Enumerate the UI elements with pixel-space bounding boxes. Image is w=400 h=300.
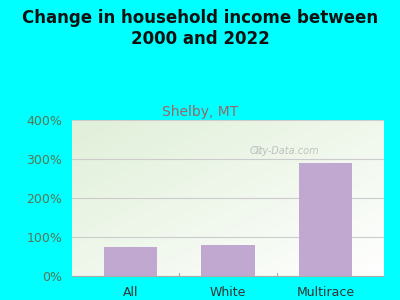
Bar [201,245,255,276]
Text: Change in household income between
2000 and 2022: Change in household income between 2000 … [22,9,378,48]
Bar [104,247,157,276]
Text: ①: ① [253,146,263,156]
Text: Shelby, MT: Shelby, MT [162,105,238,119]
Text: City-Data.com: City-Data.com [249,146,319,156]
Bar [299,163,352,276]
